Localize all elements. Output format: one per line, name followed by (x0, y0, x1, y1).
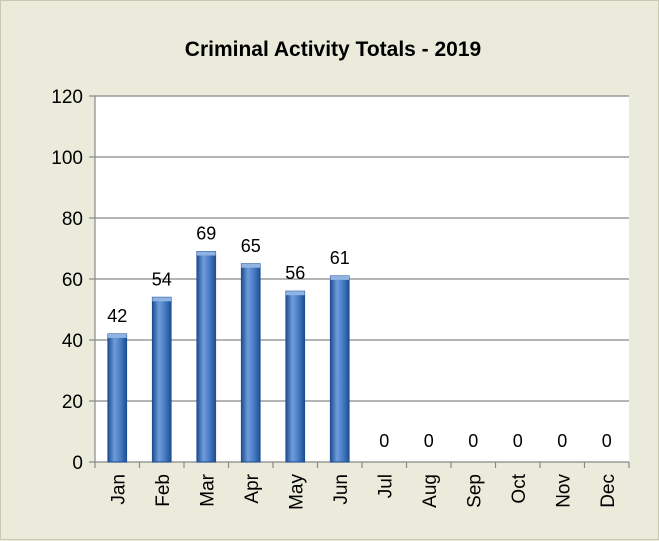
bar (240, 263, 261, 463)
x-tick-label: Jan (108, 474, 129, 505)
x-tick-label: Mar (197, 473, 218, 506)
data-label: 69 (196, 224, 216, 244)
data-label: 54 (152, 269, 172, 289)
x-tick-label: Dec (598, 474, 619, 508)
x-tick-label: Nov (553, 474, 574, 508)
bar-top-highlight (285, 291, 305, 296)
bar (329, 275, 350, 463)
bar (151, 296, 172, 463)
data-label: 56 (285, 263, 305, 283)
x-tick-label: Jun (331, 474, 352, 505)
data-label: 65 (241, 236, 261, 256)
data-label: 61 (330, 248, 350, 268)
chart-title: Criminal Activity Totals - 2019 (185, 38, 481, 61)
bar-top-highlight (330, 275, 350, 280)
bar-top-highlight (241, 263, 261, 268)
y-tick-label: 20 (62, 392, 83, 413)
bar (196, 251, 217, 463)
data-label: 0 (602, 431, 612, 451)
y-tick-label: 0 (72, 453, 83, 474)
y-tick-label: 60 (62, 270, 83, 291)
bar (107, 333, 128, 463)
bar-top-highlight (196, 251, 216, 256)
bar-top-highlight (152, 297, 172, 302)
y-tick-label: 40 (62, 331, 83, 352)
x-tick-label: May (286, 474, 307, 510)
bar-top-highlight (107, 333, 127, 338)
x-tick-label: Feb (153, 474, 174, 507)
data-label: 0 (424, 431, 434, 451)
y-tick-label: 100 (51, 148, 83, 169)
data-label: 42 (107, 306, 127, 326)
x-tick-label: Oct (509, 473, 530, 503)
data-label: 0 (513, 431, 523, 451)
data-label: 0 (557, 431, 567, 451)
data-label: 0 (379, 431, 389, 451)
x-tick-label: Sep (464, 474, 485, 508)
y-tick-label: 120 (51, 87, 83, 108)
bar (285, 290, 306, 463)
x-tick-label: Aug (420, 474, 441, 508)
y-tick-label: 80 (62, 209, 83, 230)
x-tick-label: Apr (242, 473, 263, 503)
x-tick-label: Jul (375, 474, 396, 498)
data-label: 0 (468, 431, 478, 451)
